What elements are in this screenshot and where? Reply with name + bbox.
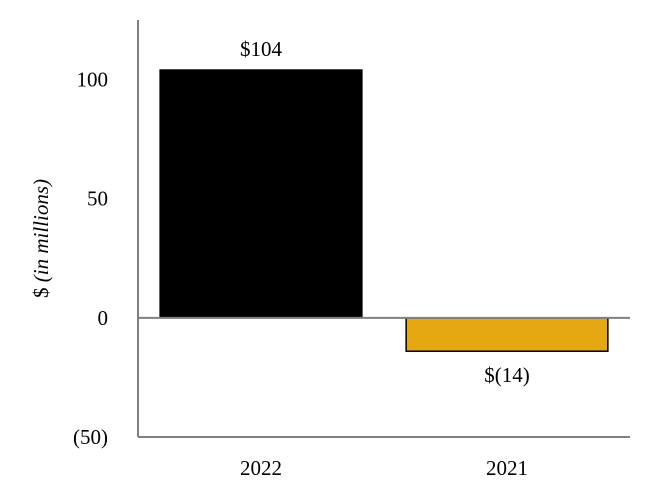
y-axis-title-units: (in millions) — [29, 179, 53, 282]
bar-2021 — [405, 317, 609, 352]
y-tick-label: (50) — [73, 425, 108, 449]
data-labels: $104 $(14) — [240, 37, 530, 387]
data-label-2022: $104 — [240, 37, 283, 61]
y-tick-label: 100 — [77, 68, 109, 92]
y-tick-label: 50 — [87, 187, 108, 211]
x-tick-label-2022: 2022 — [240, 456, 282, 480]
axes-layer — [137, 20, 630, 438]
y-axis-title-prefix: $ — [29, 282, 53, 298]
y-axis-title: $ (in millions) — [29, 179, 53, 298]
x-tick-labels: 2022 2021 — [240, 456, 528, 480]
y-tick-label: 0 — [98, 306, 109, 330]
bar-2022 — [159, 69, 363, 319]
data-label-2021: $(14) — [484, 363, 530, 387]
bars-layer — [159, 69, 609, 352]
x-tick-label-2021: 2021 — [486, 456, 528, 480]
y-tick-labels: 100 50 0 (50) — [73, 68, 108, 449]
